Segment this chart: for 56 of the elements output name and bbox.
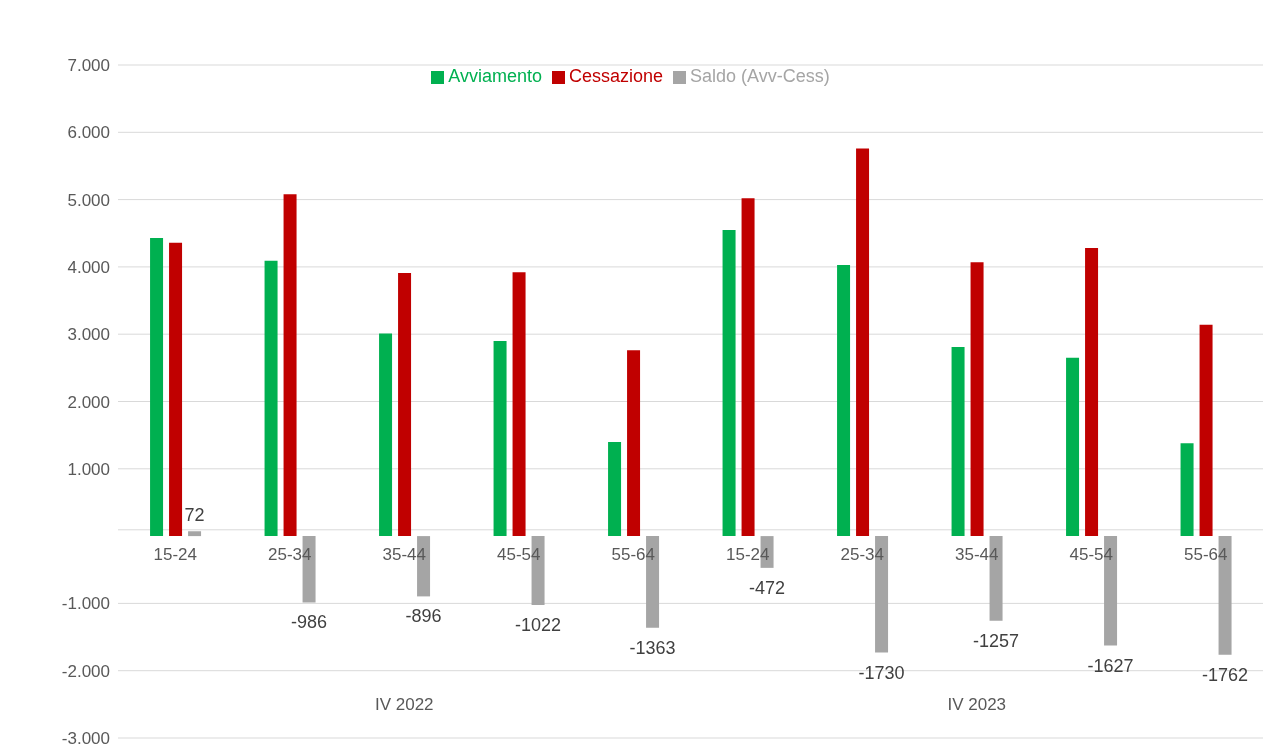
bar xyxy=(169,242,183,537)
annotation: IV 2022 xyxy=(374,694,434,714)
data-label: -986 xyxy=(291,612,328,633)
bar xyxy=(722,229,736,537)
x-tick-label: 55-64 xyxy=(611,544,655,564)
y-tick-label: 4.000 xyxy=(67,257,110,277)
y-tick-label: -2.000 xyxy=(61,661,110,681)
y-tick-label: 2.000 xyxy=(67,392,110,412)
x-tick-label: 35-44 xyxy=(955,544,999,564)
legend-label: Cessazione xyxy=(568,66,664,86)
bar xyxy=(970,262,984,537)
bar xyxy=(493,340,507,537)
y-tick-label: -3.000 xyxy=(61,729,110,749)
y-tick-label: 1.000 xyxy=(67,459,110,479)
bar xyxy=(1199,324,1213,537)
bar xyxy=(837,264,851,537)
data-label: -472 xyxy=(749,577,786,598)
bar xyxy=(512,272,526,537)
y-tick-label: 5.000 xyxy=(67,190,110,210)
data-label: 72 xyxy=(184,505,205,526)
bar xyxy=(379,333,393,537)
data-label: -896 xyxy=(405,606,442,627)
y-tick-label: -1.000 xyxy=(61,594,110,614)
bar xyxy=(150,237,164,537)
y-tick-label: 7.000 xyxy=(67,56,110,76)
bar xyxy=(856,148,870,537)
data-label: -1363 xyxy=(629,637,676,658)
bar xyxy=(398,272,412,537)
x-tick-label: 15-24 xyxy=(726,544,770,564)
data-label: -1022 xyxy=(515,614,562,635)
x-tick-label: 15-24 xyxy=(153,544,197,564)
x-tick-label: 45-54 xyxy=(1069,544,1113,564)
data-label: -1627 xyxy=(1087,655,1134,676)
bar xyxy=(741,198,755,537)
legend-label: Saldo (Avv-Cess) xyxy=(690,66,830,86)
x-tick-label: 45-54 xyxy=(497,544,541,564)
x-tick-label: 25-34 xyxy=(268,544,312,564)
bar xyxy=(627,350,641,537)
data-label: -1762 xyxy=(1202,664,1249,685)
x-tick-label: 25-34 xyxy=(840,544,884,564)
x-tick-label: 35-44 xyxy=(382,544,426,564)
bar xyxy=(188,531,202,537)
y-tick-label: 3.000 xyxy=(67,325,110,345)
bar xyxy=(264,260,278,537)
x-tick-label: 55-64 xyxy=(1184,544,1228,564)
data-label: -1257 xyxy=(973,630,1020,651)
y-tick-label: 6.000 xyxy=(67,123,110,143)
legend-label: Avviamento xyxy=(448,66,542,86)
bar xyxy=(283,194,297,537)
bar xyxy=(1085,248,1099,537)
annotation: IV 2023 xyxy=(947,694,1007,714)
bar xyxy=(951,346,965,537)
bar xyxy=(1066,357,1080,537)
data-label: -1730 xyxy=(858,662,905,683)
bar xyxy=(1180,443,1194,537)
bar xyxy=(608,441,622,537)
